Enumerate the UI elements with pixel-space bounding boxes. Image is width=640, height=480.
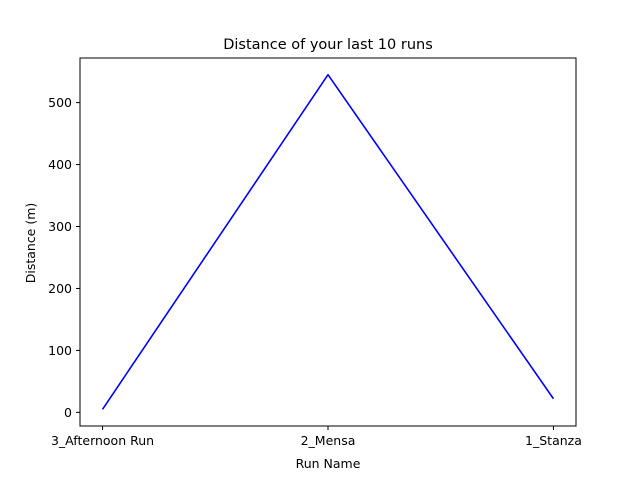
plot-area: 3_Afternoon Run 2_Mensa 1_Stanza 0 100 200 300… — [48, 57, 582, 448]
y-tick-label: 0 — [64, 405, 72, 420]
chart-title: Distance of your last 10 runs — [223, 37, 433, 53]
y-tick-label: 500 — [48, 95, 72, 110]
series-line-1 — [101, 73, 555, 410]
y-tick-label: 400 — [48, 157, 72, 172]
y-axis-label: Distance (m) — [23, 203, 38, 284]
x-tick-label: 3_Afternoon Run — [51, 433, 154, 448]
y-tick-label: 200 — [48, 281, 72, 296]
y-tick-label: 300 — [48, 219, 72, 234]
axes-frame — [79, 57, 577, 427]
x-tick-label: 1_Stanza — [525, 433, 582, 448]
y-tick-label: 100 — [48, 343, 72, 358]
x-axis-label: Run Name — [296, 456, 361, 471]
x-tick-label: 2_Mensa — [301, 433, 356, 448]
